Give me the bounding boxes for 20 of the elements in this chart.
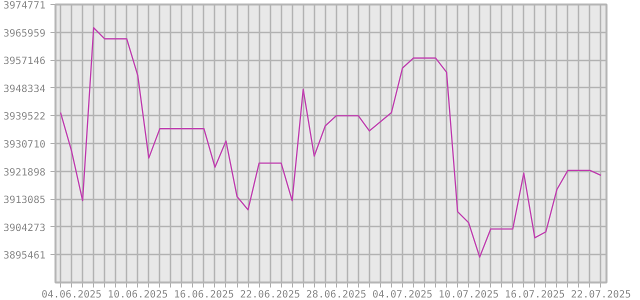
y-tick-label: 3930710 <box>3 140 46 150</box>
x-tick-label: 16.07.2025 <box>504 290 565 300</box>
y-tick-label: 3957146 <box>3 56 46 68</box>
x-tick-label: 10.07.2025 <box>438 290 499 300</box>
x-tick-label: 10.06.2025 <box>108 290 168 300</box>
y-tick-label: 3939522 <box>3 112 46 123</box>
x-tick-label: 16.06.2025 <box>174 290 234 300</box>
line-series <box>60 27 602 258</box>
x-tick-label: 04.07.2025 <box>372 290 433 300</box>
x-tick-label: 04.06.2025 <box>41 290 102 300</box>
y-tick-label: 3921898 <box>3 167 46 178</box>
y-tick-label: 3904273 <box>3 222 46 234</box>
x-tick-label: 28.06.2025 <box>306 290 366 300</box>
y-tick-label: 3913085 <box>3 195 46 206</box>
x-tick-label: 22.06.2025 <box>240 290 300 300</box>
x-tick-label: 22.07.2025 <box>570 290 632 300</box>
y-tick-label: 3948334 <box>3 84 46 95</box>
y-tick-label: 3965959 <box>3 28 46 40</box>
y-tick-label: 3974771 <box>3 0 46 12</box>
y-tick-label: 3895461 <box>3 250 46 262</box>
